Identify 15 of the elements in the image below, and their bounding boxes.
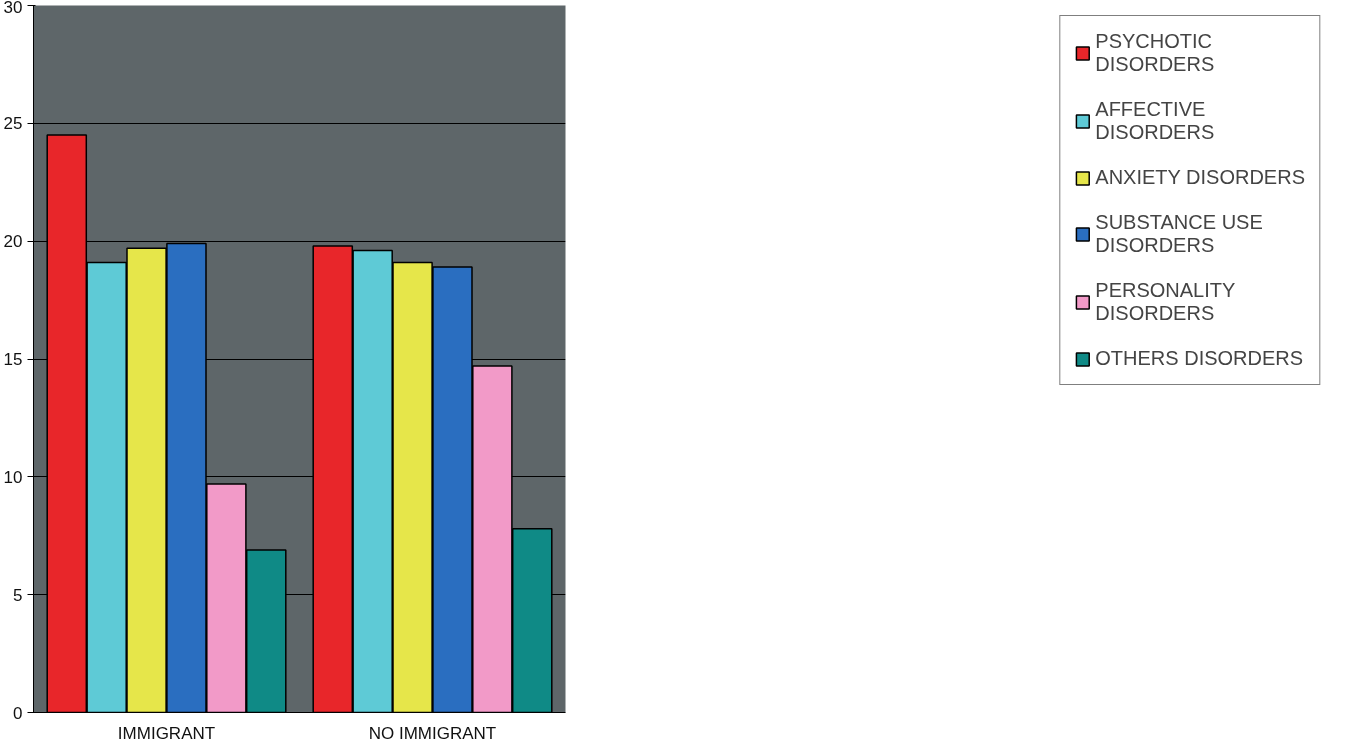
x-tick-label: IMMIGRANT	[117, 723, 216, 743]
x-tick-label: NO IMMIGRANT	[368, 723, 497, 743]
legend-label: OTHERS DISORDERS	[1095, 347, 1304, 370]
legend-label: PSYCHOTIC DISORDERS	[1095, 30, 1215, 76]
y-tick-label: 10	[3, 467, 23, 487]
legend-label: AFFECTIVE DISORDERS	[1095, 98, 1215, 144]
y-tick-label: 30	[3, 0, 23, 17]
legend-label: ANXIETY DISORDERS	[1095, 166, 1305, 189]
legend-label: PERSONALITY DISORDERS	[1095, 279, 1236, 325]
y-tick-label: 5	[13, 585, 23, 605]
y-tick-label: 25	[3, 114, 23, 134]
legend-label: SUBSTANCE USE DISORDERS	[1095, 211, 1263, 257]
y-tick-label: 20	[3, 232, 23, 252]
y-tick-label: 15	[3, 350, 23, 369]
y-tick-label: 0	[13, 703, 23, 723]
